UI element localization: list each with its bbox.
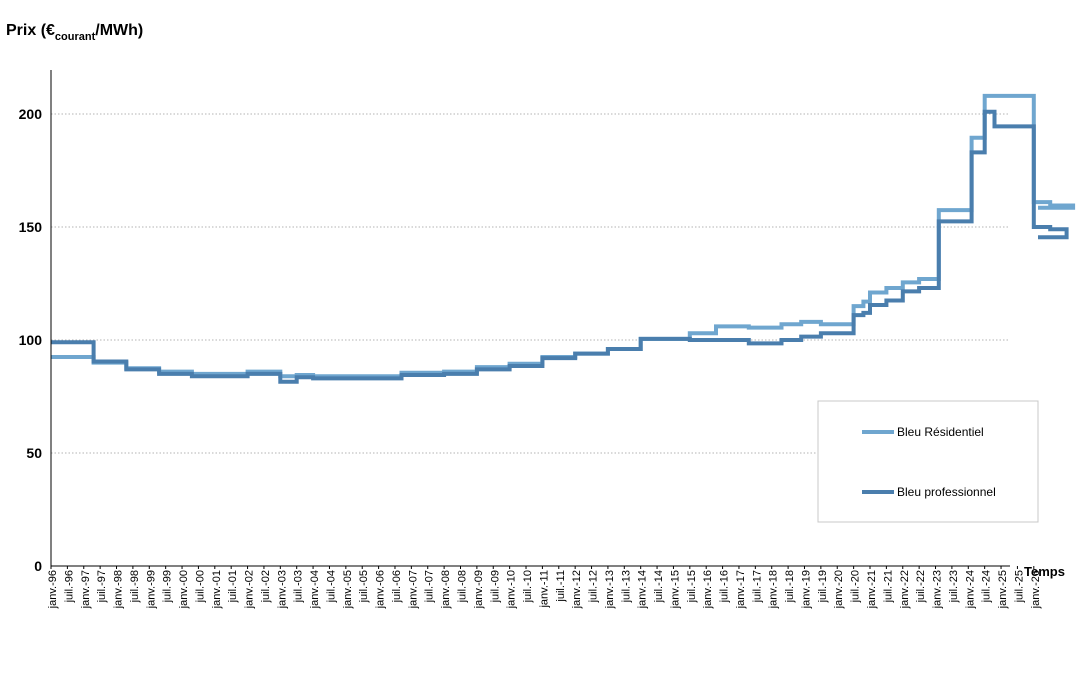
x-tick-label: juil.-00 (194, 570, 206, 603)
x-tick-label: janv.-12 (571, 570, 583, 609)
x-tick-label: janv.-03 (276, 570, 288, 609)
x-tick-label: juil.-02 (260, 570, 272, 603)
legend-label-professionnel: Bleu professionnel (897, 485, 996, 499)
x-tick-label: juil.-96 (63, 570, 75, 603)
x-tick-label: janv.-96 (47, 570, 59, 609)
x-tick-label: juil.-16 (719, 570, 731, 603)
x-tick-labels: janv.-96 juil.-96 janv.-97 juil.-97 janv.-98… (47, 566, 1042, 609)
x-tick-label: juil.-10 (522, 570, 534, 603)
series-layer (51, 93, 1076, 384)
x-tick-label: janv.-09 (473, 570, 485, 609)
x-tick-label: janv.-20 (833, 570, 845, 609)
y-tick-label: 200 (19, 106, 43, 122)
x-tick-label: janv.-11 (538, 570, 550, 609)
x-tick-label: janv.-05 (342, 570, 354, 609)
y-tick-label: 0 (34, 558, 42, 574)
x-tick-label: janv.-07 (407, 570, 419, 609)
x-tick-label: janv.-02 (244, 570, 256, 609)
legend-box (817, 400, 1039, 523)
x-tick-label: juil.-24 (981, 570, 993, 603)
x-tick-label: juil.-25 (1013, 570, 1025, 603)
x-tick-label: juil.-08 (457, 570, 469, 603)
x-tick-label: janv.-26 (1030, 570, 1042, 609)
x-tick-label: juil.-07 (424, 570, 436, 603)
x-tick-label: janv.-15 (669, 570, 681, 609)
x-tick-label: janv.-10 (506, 570, 518, 609)
x-tick-label: juil.-20 (850, 570, 862, 603)
x-axis-title: Temps (1024, 564, 1065, 579)
x-tick-label: janv.-04 (309, 570, 321, 609)
x-tick-label: juil.-12 (588, 570, 600, 603)
y-axis-title: Prix (€courant/MWh) (6, 22, 143, 43)
x-tick-label: juil.-22 (915, 570, 927, 603)
x-tick-label: janv.-00 (178, 570, 190, 609)
x-tick-label: janv.-17 (735, 570, 747, 609)
x-tick-label: juil.-03 (293, 570, 305, 603)
x-tick-label: juil.-09 (489, 570, 501, 603)
x-tick-label: janv.-98 (113, 570, 125, 609)
x-tick-label: janv.-14 (637, 570, 649, 609)
x-tick-label: janv.-24 (964, 570, 976, 609)
x-tick-label: janv.-99 (145, 570, 157, 609)
x-tick-label: janv.-16 (702, 570, 714, 609)
x-tick-label: janv.-18 (768, 570, 780, 609)
x-tick-label: juil.-14 (653, 570, 665, 603)
x-tick-label: juil.-18 (784, 570, 796, 603)
x-tick-label: juil.-06 (391, 570, 403, 603)
x-tick-label: janv.-01 (211, 570, 223, 609)
y-tick-label: 100 (19, 332, 43, 348)
x-tick-label: juil.-99 (162, 570, 174, 603)
x-tick-label: juil.-19 (817, 570, 829, 603)
series-line-residentiel (51, 93, 1076, 379)
axes (50, 70, 1010, 567)
x-tick-label: janv.-21 (866, 570, 878, 609)
series-line-professionnel (51, 109, 1069, 384)
x-tick-label: juil.-21 (882, 570, 894, 603)
x-tick-label: janv.-25 (997, 570, 1009, 609)
x-tick-label: juil.-01 (227, 570, 239, 603)
x-tick-label: juil.-23 (948, 570, 960, 603)
x-tick-label: juil.-98 (129, 570, 141, 603)
legend-label-residentiel: Bleu Résidentiel (897, 425, 984, 439)
x-tick-label: juil.-97 (96, 570, 108, 603)
x-tick-label: janv.-22 (899, 570, 911, 609)
x-tick-label: juil.-17 (751, 570, 763, 603)
x-tick-label: janv.-13 (604, 570, 616, 609)
x-tick-label: janv.-19 (800, 570, 812, 609)
x-tick-label: juil.-13 (620, 570, 632, 603)
x-tick-label: janv.-23 (932, 570, 944, 609)
y-axis-title-tail: /MWh) (95, 22, 143, 39)
y-axis-title-main: Prix (€ (6, 22, 55, 39)
y-tick-label: 150 (19, 219, 43, 235)
y-tick-label: 50 (26, 445, 42, 461)
x-tick-label: janv.-06 (375, 570, 387, 609)
x-tick-label: juil.-04 (325, 570, 337, 603)
x-tick-label: juil.-15 (686, 570, 698, 603)
x-tick-label: juil.-11 (555, 570, 567, 603)
y-tick-labels: 0 50 100 150 200 (19, 106, 43, 574)
x-tick-label: juil.-05 (358, 570, 370, 603)
x-tick-label: janv.-97 (80, 570, 92, 609)
y-axis-title-subscript: courant (55, 31, 96, 43)
x-tick-label: janv.-08 (440, 570, 452, 609)
legend: Bleu Résidentiel Bleu professionnel (817, 400, 1039, 523)
